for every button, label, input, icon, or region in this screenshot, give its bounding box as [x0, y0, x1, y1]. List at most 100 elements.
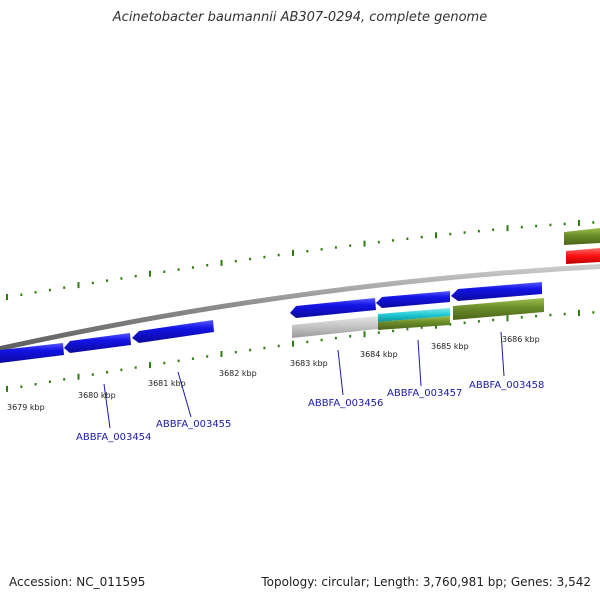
tick-mark: [34, 291, 37, 294]
tick-mark: [63, 286, 66, 289]
tick-mark: [263, 346, 266, 350]
cds-arrow: [0, 343, 64, 363]
tick-mark: [149, 362, 151, 369]
tick-mark: [449, 232, 452, 236]
tick-mark: [506, 225, 509, 232]
tick-label: 3683 kbp: [290, 359, 328, 368]
feature-olive-outer: [564, 228, 600, 245]
tick-mark: [334, 246, 337, 249]
tick-mark: [306, 340, 309, 344]
cds-arrow: [376, 291, 450, 308]
tick-label: 3681 kbp: [148, 379, 186, 388]
tick-mark: [48, 288, 51, 292]
feature-red-outer: [566, 248, 600, 264]
genome-stats-text: Topology: circular; Length: 3,760,981 bp…: [261, 575, 591, 589]
tick-mark: [420, 235, 423, 239]
tick-mark: [206, 355, 209, 358]
accession-text: Accession: NC_011595: [9, 575, 146, 589]
tick-label: 3686 kbp: [502, 335, 540, 344]
tick-mark: [535, 314, 538, 318]
tick-mark: [277, 344, 280, 348]
feature-grey: [292, 316, 378, 338]
cds-arrow: [64, 333, 131, 353]
tick-mark: [349, 244, 352, 247]
tick-mark: [520, 225, 523, 229]
tick-mark: [363, 331, 366, 338]
gene-label[interactable]: ABBFA_003455: [156, 419, 231, 430]
feature-olive: [453, 298, 544, 320]
feature-cyan: [378, 308, 450, 322]
tick-mark: [249, 257, 252, 261]
tick-mark: [234, 350, 237, 354]
tick-mark: [592, 221, 595, 224]
tick-mark: [234, 259, 237, 263]
tick-mark: [106, 371, 109, 374]
tick-mark: [435, 232, 437, 239]
gene-label[interactable]: ABBFA_003454: [76, 432, 151, 443]
tick-mark: [163, 270, 166, 273]
tick-mark: [6, 294, 8, 300]
tick-mark: [6, 385, 8, 392]
tick-mark: [563, 312, 566, 316]
tick-mark: [449, 323, 452, 326]
gene-label[interactable]: ABBFA_003456: [308, 398, 383, 409]
tick-mark: [320, 248, 323, 251]
genome-backbone: [0, 264, 600, 351]
tick-mark: [392, 329, 395, 333]
tick-mark: [406, 237, 409, 240]
tick-mark: [191, 266, 194, 269]
tick-mark: [492, 318, 495, 322]
tick-mark: [334, 336, 337, 340]
tick-mark: [20, 385, 23, 388]
tick-mark: [20, 293, 23, 296]
cds-arrow: [451, 282, 542, 301]
tick-mark: [520, 316, 523, 319]
tick-mark: [392, 239, 395, 242]
tick-label: 3684 kbp: [360, 350, 398, 359]
tick-label: 3685 kbp: [431, 342, 469, 351]
tick-mark: [320, 338, 323, 342]
tick-mark: [477, 229, 480, 233]
tick-mark: [220, 259, 223, 266]
tick-mark: [406, 327, 409, 331]
tick-mark: [34, 383, 37, 386]
tick-mark: [463, 231, 466, 234]
tick-mark: [292, 249, 294, 256]
tick-mark: [120, 277, 123, 280]
tick-mark: [377, 331, 380, 334]
tick-mark: [149, 270, 151, 277]
gene-label[interactable]: ABBFA_003458: [469, 380, 544, 391]
tick-mark: [463, 321, 466, 325]
tick-mark: [263, 255, 266, 259]
cds-arrow: [290, 298, 376, 318]
tick-mark: [506, 315, 509, 322]
tick-mark: [77, 282, 80, 289]
tick-mark: [563, 222, 566, 226]
tick-mark: [206, 264, 209, 267]
outer-tick-ring: [6, 219, 595, 300]
tick-mark: [163, 361, 166, 365]
tick-mark: [420, 326, 423, 329]
tick-label: 3680 kbp: [78, 391, 116, 400]
tick-mark: [191, 357, 194, 360]
tick-mark: [549, 223, 552, 227]
tick-mark: [492, 228, 495, 231]
tick-mark: [592, 311, 595, 314]
cds-arrow: [132, 320, 214, 343]
tick-mark: [535, 224, 538, 228]
tick-mark: [120, 368, 123, 372]
tick-mark: [578, 219, 580, 226]
tick-mark: [349, 335, 352, 338]
gene-label[interactable]: ABBFA_003457: [387, 388, 462, 399]
tick-mark: [306, 250, 309, 253]
tick-mark: [177, 359, 180, 363]
feature-olive: [378, 316, 450, 330]
tick-mark: [77, 373, 80, 380]
tick-mark: [91, 281, 94, 285]
tick-mark: [48, 380, 51, 383]
map-title: Acinetobacter baumannii AB307-0294, comp…: [112, 10, 488, 25]
gene-leader-lines: [103, 331, 505, 429]
tick-label: 3679 kbp: [7, 403, 45, 412]
tick-mark: [63, 378, 66, 381]
